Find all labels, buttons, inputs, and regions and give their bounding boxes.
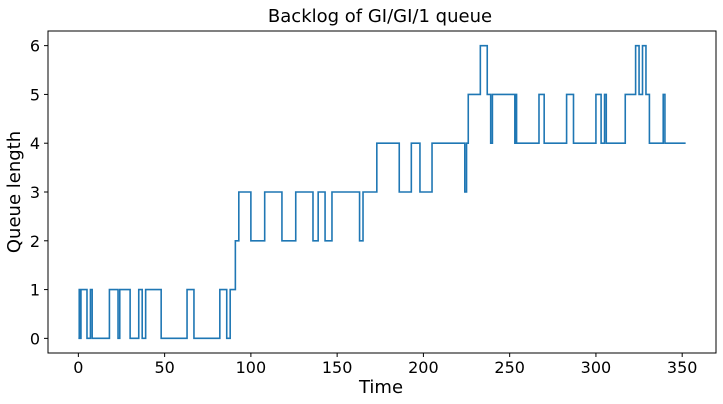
x-tick-label: 200 (408, 358, 439, 377)
x-tick-label: 0 (73, 358, 83, 377)
x-tick-label: 100 (236, 358, 267, 377)
x-tick-label: 350 (667, 358, 698, 377)
y-tick-label: 2 (30, 232, 40, 251)
x-tick-label: 150 (322, 358, 353, 377)
x-tick-label: 250 (494, 358, 525, 377)
x-axis: 0 50 100 150 200 250 300 350 (73, 353, 697, 377)
y-tick-label: 3 (30, 183, 40, 202)
y-tick-label: 1 (30, 281, 40, 300)
y-tick-label: 5 (30, 85, 40, 104)
y-axis-label: Queue length (4, 131, 25, 253)
y-tick-label: 6 (30, 37, 40, 56)
chart-title: Backlog of GI/GI/1 queue (268, 6, 492, 27)
x-tick-label: 300 (581, 358, 612, 377)
x-tick-label: 50 (154, 358, 174, 377)
y-axis: 0 1 2 3 4 5 6 (30, 37, 48, 348)
y-tick-label: 0 (30, 329, 40, 348)
series-line-0 (78, 44, 686, 340)
y-tick-label: 4 (30, 134, 40, 153)
plot-area (78, 44, 686, 340)
x-axis-label: Time (358, 377, 403, 398)
